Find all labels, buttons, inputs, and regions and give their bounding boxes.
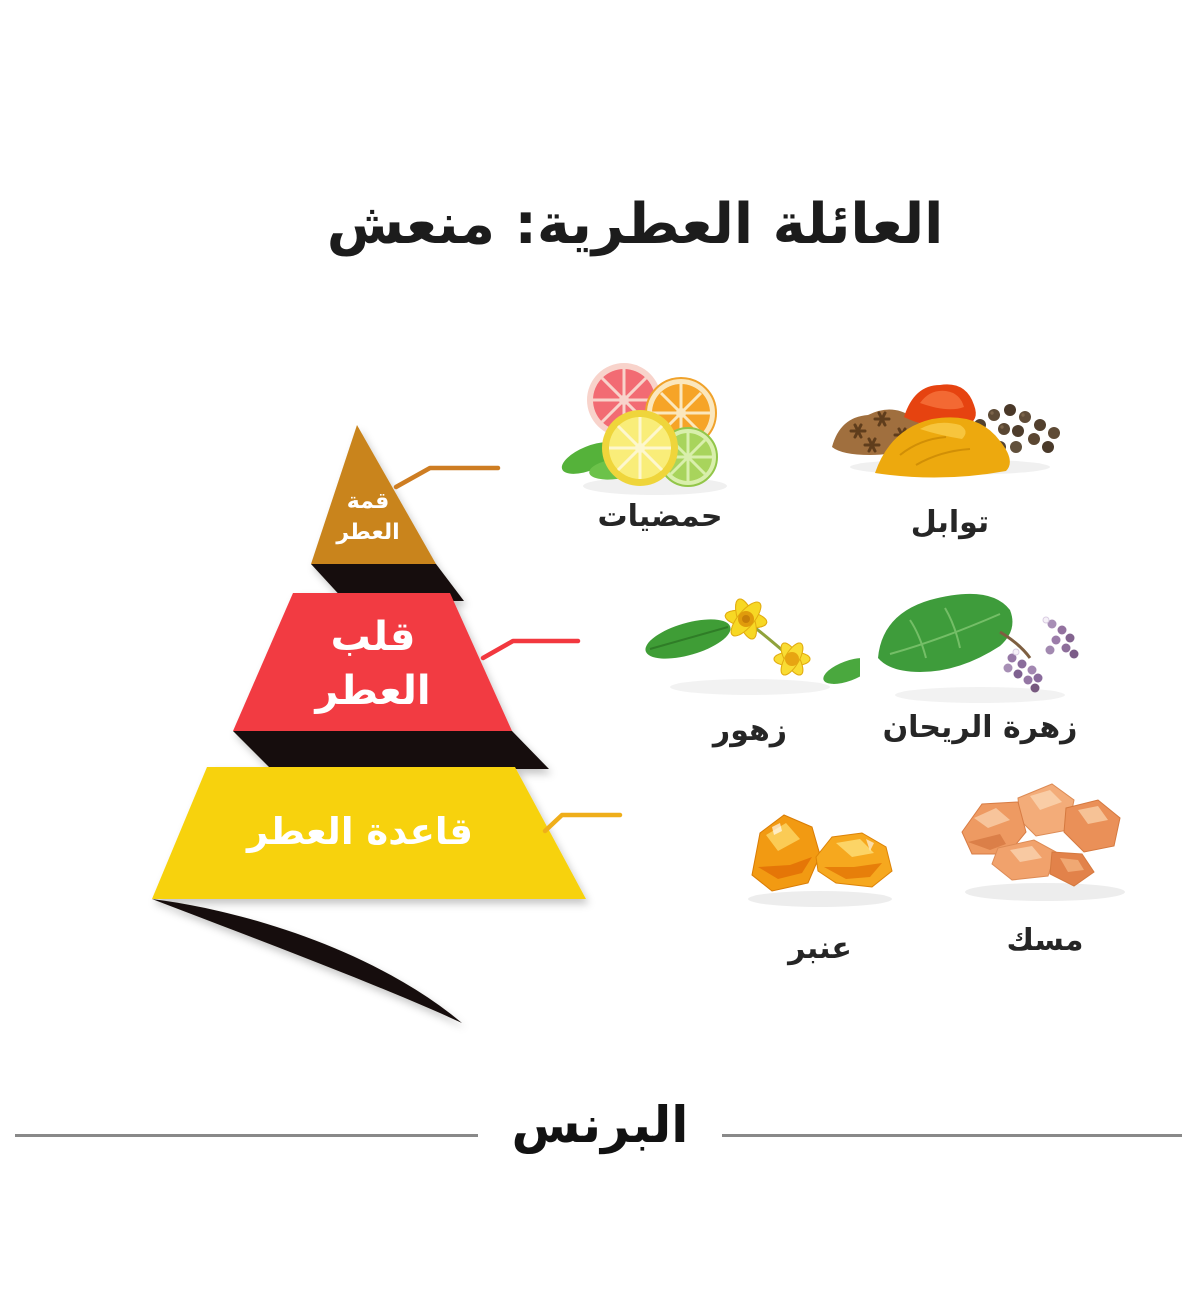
brand-name: البرنس (511, 1096, 689, 1154)
musk-illustration (961, 783, 1125, 901)
footer-divider-left (15, 1134, 478, 1137)
label-top-notes-line1: قمة (346, 489, 390, 514)
musk-chunk-icon (1049, 851, 1095, 887)
citrus-illustration (561, 363, 727, 495)
ingredient-basil: زهرة الريحان (860, 580, 1100, 760)
red-paprika-pile-icon (904, 384, 976, 427)
pyramid-shadow-bottom-swoosh (152, 899, 462, 1023)
ingredient-label-spices: توابل (910, 505, 990, 540)
basil-flower-spike-icon (1003, 653, 1043, 693)
pyramid-level-heart (233, 593, 512, 731)
basil-ground-shadow (895, 687, 1065, 703)
label-top-notes: قمة العطر (320, 487, 416, 549)
ingredient-label-citrus: حمضيات (597, 499, 723, 534)
label-base-notes: قاعدة العطر (246, 810, 473, 853)
footer-divider-right (722, 1134, 1182, 1137)
yellow-flower-icon (773, 642, 811, 676)
ingredient-musk: مسك (940, 770, 1150, 970)
basil-illustration (878, 593, 1079, 703)
spices-illustration (832, 384, 1060, 478)
amber-chunk-icon (815, 832, 893, 888)
page-title: العائلة العطرية: منعش (326, 192, 944, 257)
flowers-ground-shadow (670, 679, 830, 695)
label-heart-notes-line1: قلب (330, 614, 416, 660)
basil-leaf-icon (878, 593, 1013, 672)
musk-ground-shadow (965, 883, 1125, 901)
basil-stem (999, 630, 1032, 659)
callout-line-base (542, 812, 623, 834)
basil-white-buds-icon (1012, 616, 1050, 656)
pyramid-level-base (152, 767, 586, 899)
callout-line-top (393, 465, 501, 490)
amber-ground-shadow (748, 891, 892, 907)
amber-illustration (748, 814, 893, 907)
musk-chunk-icon (991, 839, 1057, 881)
pyramid-shadow-top (311, 564, 464, 601)
label-heart-notes: قلب العطر (288, 610, 458, 718)
ingredient-label-flowers: زهور (712, 713, 788, 748)
turmeric-pile-icon (875, 417, 1010, 478)
ingredient-label-amber: عنبر (788, 931, 852, 966)
amber-chunk-icon (751, 814, 821, 892)
yellow-flower-icon (724, 598, 768, 640)
ingredient-citrus: حمضيات (560, 358, 760, 538)
musk-chunk-icon (961, 801, 1027, 855)
label-top-notes-line2: العطر (336, 519, 400, 545)
ingredient-flowers: زهور (640, 575, 873, 755)
label-heart-notes-line2: العطر (315, 668, 431, 714)
ingredient-label-musk: مسك (1006, 923, 1084, 958)
pyramid-shadow-middle (233, 731, 549, 769)
pyramid-level-top (311, 425, 436, 564)
lemon-slice-icon (602, 410, 678, 486)
musk-chunk-icon (1063, 799, 1121, 853)
callout-line-heart (480, 638, 581, 661)
fragrance-pyramid (152, 425, 623, 1023)
ingredient-label-basil: زهرة الريحان (882, 710, 1078, 745)
basil-flower-spike-icon (1045, 619, 1079, 659)
flowers-illustration (645, 598, 873, 695)
ingredient-amber: عنبر (720, 795, 920, 980)
ingredient-spices: توابل (820, 355, 1080, 540)
